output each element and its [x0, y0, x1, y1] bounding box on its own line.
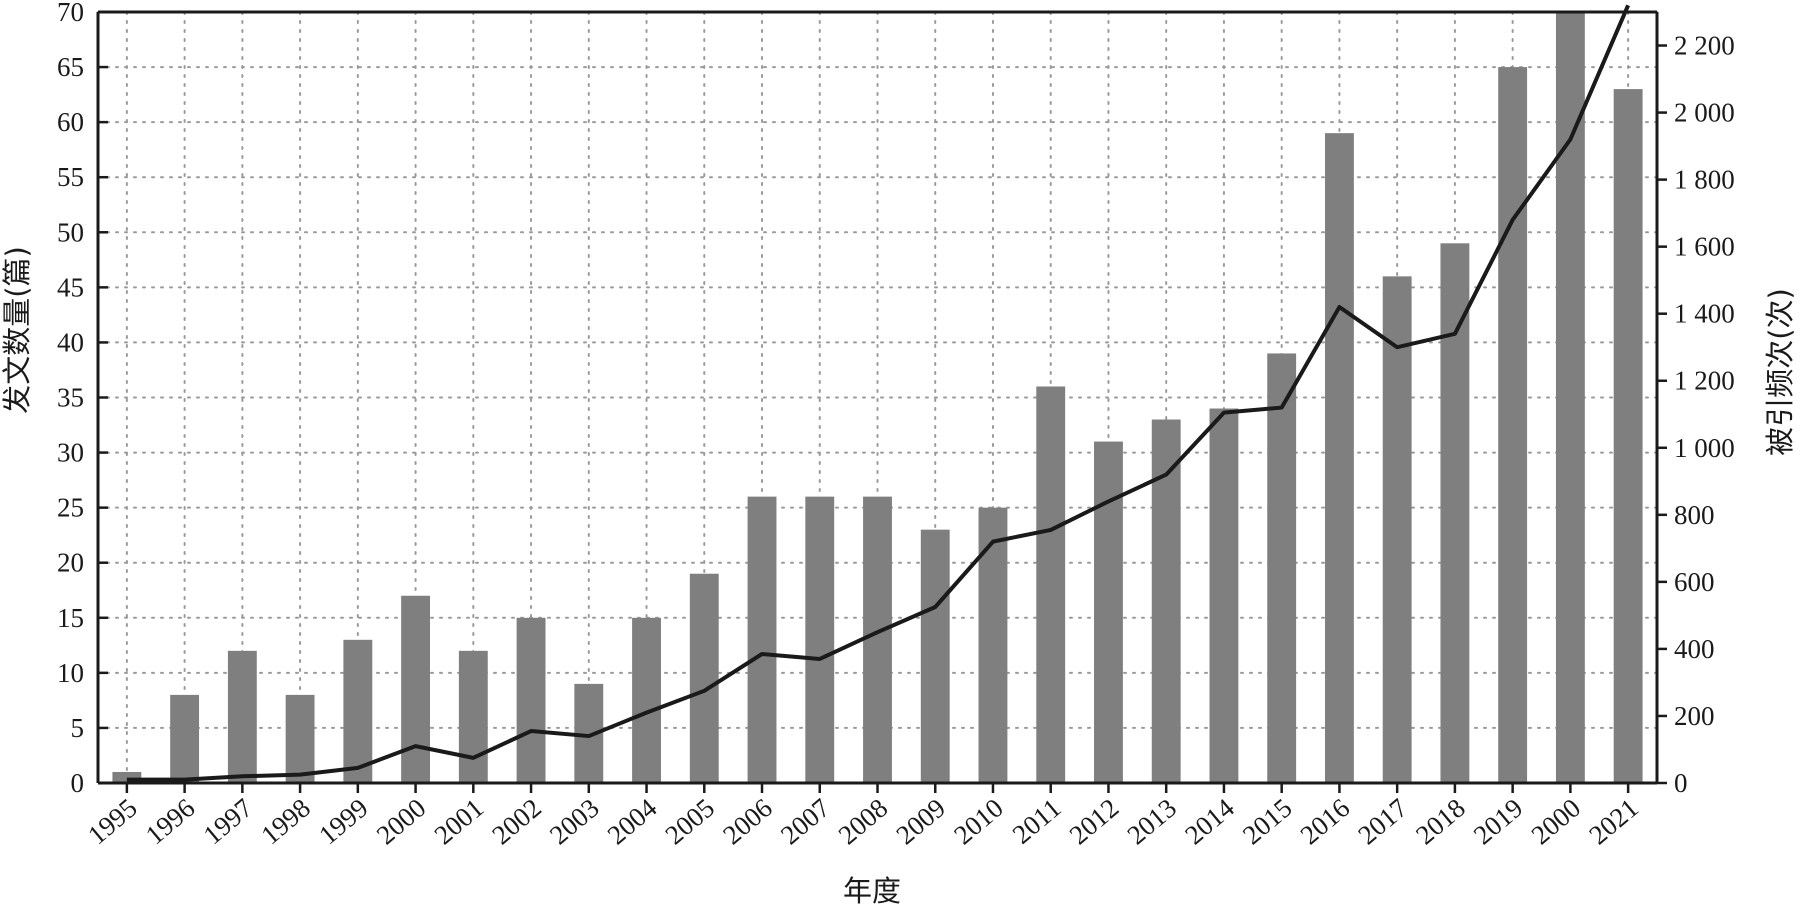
x-tick-label: 2000: [371, 793, 432, 851]
y-tick-label: 65: [57, 52, 84, 82]
y2-tick-label: 0: [1674, 768, 1688, 798]
y-tick-label: 55: [57, 162, 84, 192]
bar: [1382, 276, 1412, 783]
bar: [170, 694, 200, 783]
y-axis-title: 发文数量(篇): [0, 246, 34, 414]
x-tick-label: 2006: [717, 793, 778, 851]
bar: [401, 595, 431, 783]
x-tick-label: 2005: [659, 793, 720, 851]
x-tick-label: 2001: [429, 793, 490, 851]
y-tick-label: 0: [71, 768, 85, 798]
y-tick-label: 50: [57, 217, 84, 247]
x-tick-label: 2000: [1526, 793, 1587, 851]
y2-tick-label: 1 400: [1674, 299, 1735, 329]
bar-series: [112, 12, 1643, 784]
x-tick-label: 1995: [82, 793, 143, 851]
y2-tick-label: 1 000: [1674, 433, 1735, 463]
bar: [1036, 386, 1066, 783]
bar: [1324, 133, 1354, 783]
x-tick-label: 2021: [1583, 793, 1644, 851]
y-tick-label: 70: [57, 0, 84, 27]
x-tick-label: 2003: [544, 793, 605, 851]
x-tick-label: 1999: [313, 793, 374, 851]
y-tick-label: 45: [57, 272, 84, 302]
x-tick-label: 1998: [255, 793, 316, 851]
x-tick-label: 2016: [1295, 793, 1356, 851]
bar: [632, 617, 661, 783]
y-tick-label: 40: [57, 327, 84, 357]
y-tick-label: 10: [57, 658, 84, 688]
bar: [516, 617, 546, 783]
bar: [920, 529, 950, 783]
x-tick-label: 2019: [1468, 793, 1529, 851]
x-tick-label: 2017: [1352, 793, 1413, 851]
y2-tick-label: 1 600: [1674, 232, 1735, 262]
x-tick-label: 2007: [775, 793, 836, 851]
x-tick-label: 2012: [1064, 793, 1125, 851]
bar: [978, 507, 1008, 783]
y2-tick-label: 1 200: [1674, 366, 1735, 396]
x-tick-label: 2014: [1179, 792, 1240, 850]
y2-tick-label: 2 200: [1674, 31, 1735, 61]
y2-tick-label: 200: [1674, 701, 1715, 731]
line-series: [126, 4, 1630, 782]
x-tick-label: 1997: [198, 793, 259, 851]
x-tick-label: 2004: [602, 792, 663, 850]
axes: [96, 10, 1667, 793]
y-tick-label: 30: [57, 438, 84, 468]
y2-tick-label: 800: [1674, 500, 1715, 530]
x-tick-label: 1996: [140, 793, 201, 851]
bar: [689, 573, 719, 783]
y-tick-label: 15: [57, 603, 84, 633]
bar: [1209, 408, 1239, 783]
x-axis-title: 年度: [843, 874, 901, 908]
bar: [1267, 353, 1297, 783]
x-tick-label: 2009: [890, 793, 951, 851]
y-tick-label: 60: [57, 107, 84, 137]
x-tick-label: 2013: [1121, 793, 1182, 851]
bar: [343, 639, 373, 783]
bar: [1094, 441, 1123, 783]
bar: [227, 650, 257, 783]
x-tick-label: 2002: [486, 793, 547, 851]
bar: [1613, 89, 1643, 784]
x-tick-label: 2010: [948, 793, 1009, 851]
x-tick-label: 2011: [1007, 793, 1067, 850]
bar: [805, 496, 835, 783]
x-tick-label: 2008: [833, 793, 894, 851]
y2-tick-label: 400: [1674, 634, 1715, 664]
y2-tick-label: 2 000: [1674, 98, 1735, 128]
bar: [458, 650, 488, 783]
bar: [1498, 67, 1528, 784]
y-tick-label: 5: [71, 713, 85, 743]
bar: [1555, 12, 1585, 783]
y-tick-label: 35: [57, 383, 84, 413]
bar: [863, 496, 892, 783]
bar: [1440, 243, 1470, 784]
bar: [112, 771, 142, 783]
y2-tick-label: 600: [1674, 567, 1715, 597]
x-tick-label: 2018: [1410, 793, 1471, 851]
bar: [747, 496, 777, 783]
y2-tick-label: 1 800: [1674, 165, 1735, 195]
y-tick-label: 20: [57, 548, 84, 578]
y2-axis-title: 被引频次(次): [1763, 288, 1797, 456]
x-tick-label: 2015: [1237, 793, 1298, 851]
bar: [285, 694, 315, 783]
y-tick-label: 25: [57, 493, 84, 523]
